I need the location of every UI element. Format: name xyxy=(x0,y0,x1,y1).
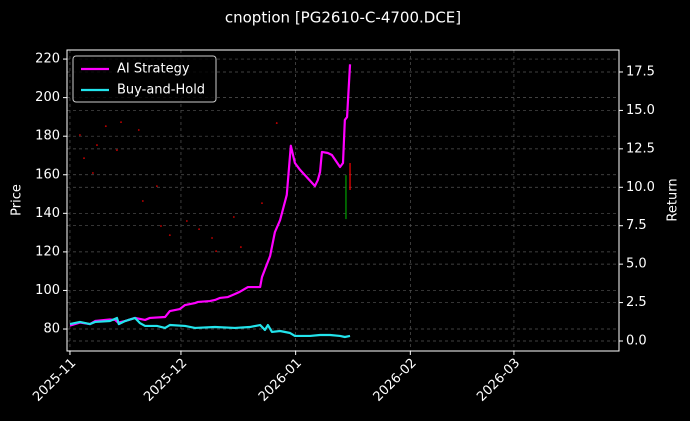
price-point xyxy=(215,250,217,253)
price-point xyxy=(261,202,263,205)
price-point xyxy=(232,216,235,218)
y-tick-label: 180 xyxy=(35,129,60,144)
price-point xyxy=(137,129,140,131)
price-point xyxy=(83,157,85,160)
y2-axis-label: Return xyxy=(666,178,681,221)
price-point xyxy=(156,185,158,188)
series-line xyxy=(69,316,351,339)
price-point xyxy=(96,144,98,146)
price-point xyxy=(185,220,188,222)
y-tick-label: 140 xyxy=(35,206,60,221)
price-point xyxy=(275,122,278,124)
y2-tick-label: 10.0 xyxy=(626,180,655,195)
plot-frame xyxy=(66,49,620,352)
y-axis-label: Price xyxy=(10,184,25,216)
chart-title: cnoption [PG2610-C-4700.DCE] xyxy=(225,9,461,27)
price-point xyxy=(168,234,171,237)
y-tick-label: 160 xyxy=(35,167,60,182)
y2-tick-label: 15.0 xyxy=(626,103,655,118)
price-point xyxy=(79,134,81,136)
price-point xyxy=(198,228,200,231)
price-point xyxy=(141,200,144,202)
price-point xyxy=(239,246,242,248)
y2-tick-label: 17.5 xyxy=(626,64,655,79)
price-point xyxy=(104,125,107,128)
y2-tick-label: 5.0 xyxy=(626,257,647,272)
y-tick-label: 80 xyxy=(43,322,60,337)
price-point xyxy=(116,149,118,151)
y2-tick-label: 2.5 xyxy=(626,295,647,310)
price-point xyxy=(211,237,213,239)
y-tick-label: 220 xyxy=(35,52,60,67)
price-point xyxy=(91,172,94,174)
legend-label: AI Strategy xyxy=(117,62,190,77)
y-tick-label: 120 xyxy=(35,244,60,259)
y2-tick-label: 7.5 xyxy=(626,218,647,233)
y2-tick-label: 0.0 xyxy=(626,334,647,349)
price-point xyxy=(120,121,122,124)
legend-label: Buy-and-Hold xyxy=(117,83,205,98)
y-tick-label: 100 xyxy=(35,283,60,298)
y2-tick-label: 12.5 xyxy=(626,141,655,156)
price-point xyxy=(160,225,162,227)
y-tick-label: 200 xyxy=(35,90,60,105)
